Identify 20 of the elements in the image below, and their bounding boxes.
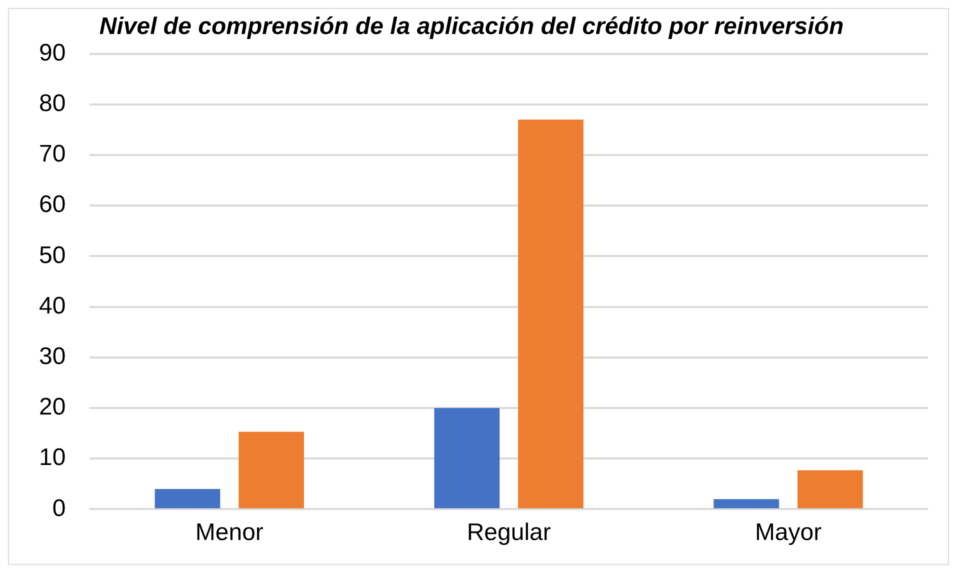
bar <box>714 499 780 508</box>
bar <box>154 488 220 508</box>
y-tick-label: 30 <box>38 343 66 370</box>
y-tick-label: 40 <box>38 292 66 320</box>
x-tick-label: Menor <box>195 519 264 546</box>
y-tick-label: 60 <box>38 191 66 218</box>
y-tick-label: 50 <box>38 242 66 269</box>
y-tick-label: 90 <box>38 39 66 66</box>
bar <box>434 408 500 508</box>
x-tick-label: Mayor <box>754 519 822 546</box>
y-tick-label: 10 <box>38 444 66 472</box>
y-tick-label: 80 <box>38 90 66 118</box>
chart-title: Nivel de comprensión de la aplicación del crédito por reinversión <box>99 13 844 40</box>
bar <box>798 470 863 508</box>
y-tick-label: 0 <box>52 494 66 522</box>
y-tick-label: 70 <box>38 140 66 168</box>
x-tick-label: Regular <box>466 519 551 546</box>
bar <box>238 432 304 508</box>
y-tick-label: 20 <box>38 394 66 421</box>
bar <box>518 120 584 508</box>
